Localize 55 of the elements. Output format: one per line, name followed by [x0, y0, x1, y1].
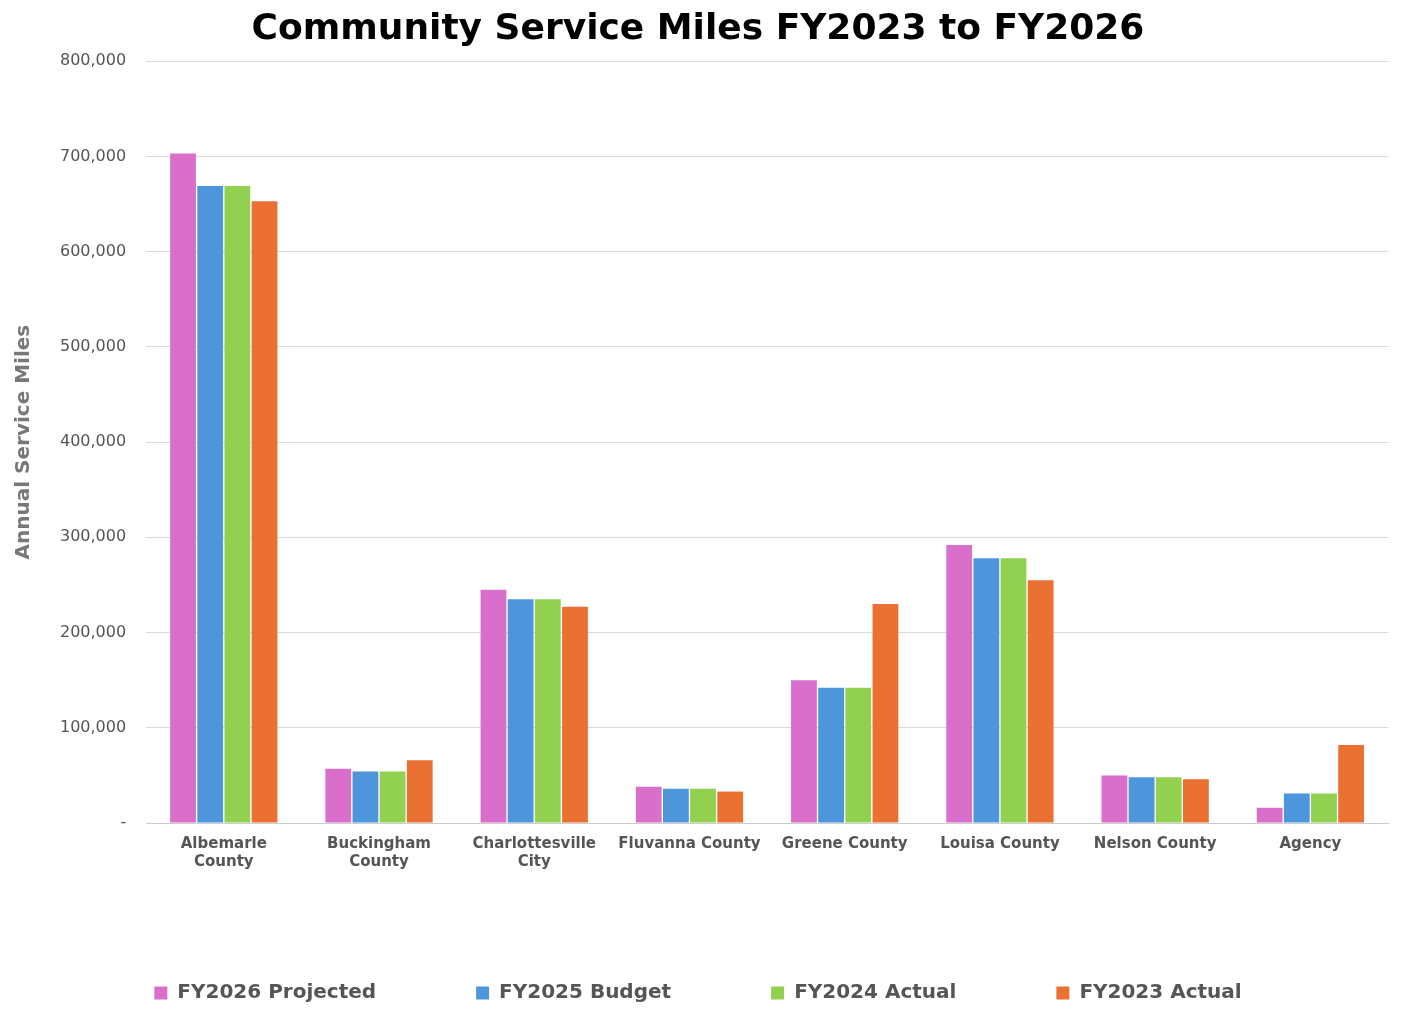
y-tick-label: 800,000	[59, 50, 127, 70]
legend-label: FY2026 Projected	[177, 979, 377, 1004]
bar	[170, 153, 196, 823]
chart-title: Community Service Miles FY2023 to FY2026	[251, 5, 1145, 47]
bar	[507, 599, 534, 823]
y-tick-label: 300,000	[59, 526, 127, 546]
bar	[224, 185, 251, 823]
bar	[1155, 777, 1182, 823]
bar	[1311, 793, 1337, 823]
bar	[635, 786, 662, 823]
bar	[1183, 779, 1209, 823]
bar	[690, 788, 716, 823]
bar	[1256, 807, 1283, 823]
y-tick-label: 100,000	[59, 716, 127, 736]
x-tick-label: Albemarle County	[180, 833, 267, 870]
bar	[791, 680, 817, 823]
y-tick-label: 600,000	[59, 240, 127, 260]
bar	[562, 606, 588, 823]
bar	[1283, 793, 1310, 823]
y-tick-label: 200,000	[59, 621, 127, 641]
bar	[1101, 775, 1128, 823]
x-tick-label: Agency	[1279, 833, 1342, 852]
bar	[872, 603, 899, 823]
bar	[1128, 777, 1155, 823]
legend-label: FY2023 Actual	[1079, 979, 1242, 1004]
x-tick-label: Nelson County	[1093, 833, 1217, 852]
legend-label: FY2025 Budget	[499, 979, 672, 1004]
bar	[325, 768, 352, 823]
bar	[251, 201, 278, 823]
y-tick-label: -	[120, 812, 127, 832]
y-tick-label: 500,000	[59, 336, 127, 356]
bar	[662, 788, 689, 823]
x-tick-label: Buckingham County	[327, 833, 431, 870]
x-tick-label: Fluvanna County	[618, 833, 761, 852]
bar	[973, 558, 1000, 823]
x-tick-label: Greene County	[781, 833, 908, 852]
bar	[197, 185, 224, 823]
bar	[717, 791, 744, 823]
bar	[406, 760, 433, 823]
y-tick-label: 700,000	[59, 145, 127, 165]
bar	[480, 589, 507, 823]
bar	[1338, 744, 1365, 823]
bar	[845, 687, 872, 823]
bar	[1027, 580, 1054, 823]
y-tick-label: 400,000	[59, 431, 127, 451]
x-tick-label: Louisa County	[940, 833, 1060, 852]
bar	[534, 599, 561, 823]
bar	[1000, 558, 1027, 823]
x-tick-label: Charlottesville City	[472, 833, 596, 870]
bar	[352, 771, 379, 823]
y-axis-title: Annual Service Miles	[10, 324, 35, 560]
bar	[946, 544, 973, 823]
legend-label: FY2024 Actual	[794, 979, 957, 1004]
bar	[818, 687, 845, 823]
bar	[379, 771, 406, 823]
